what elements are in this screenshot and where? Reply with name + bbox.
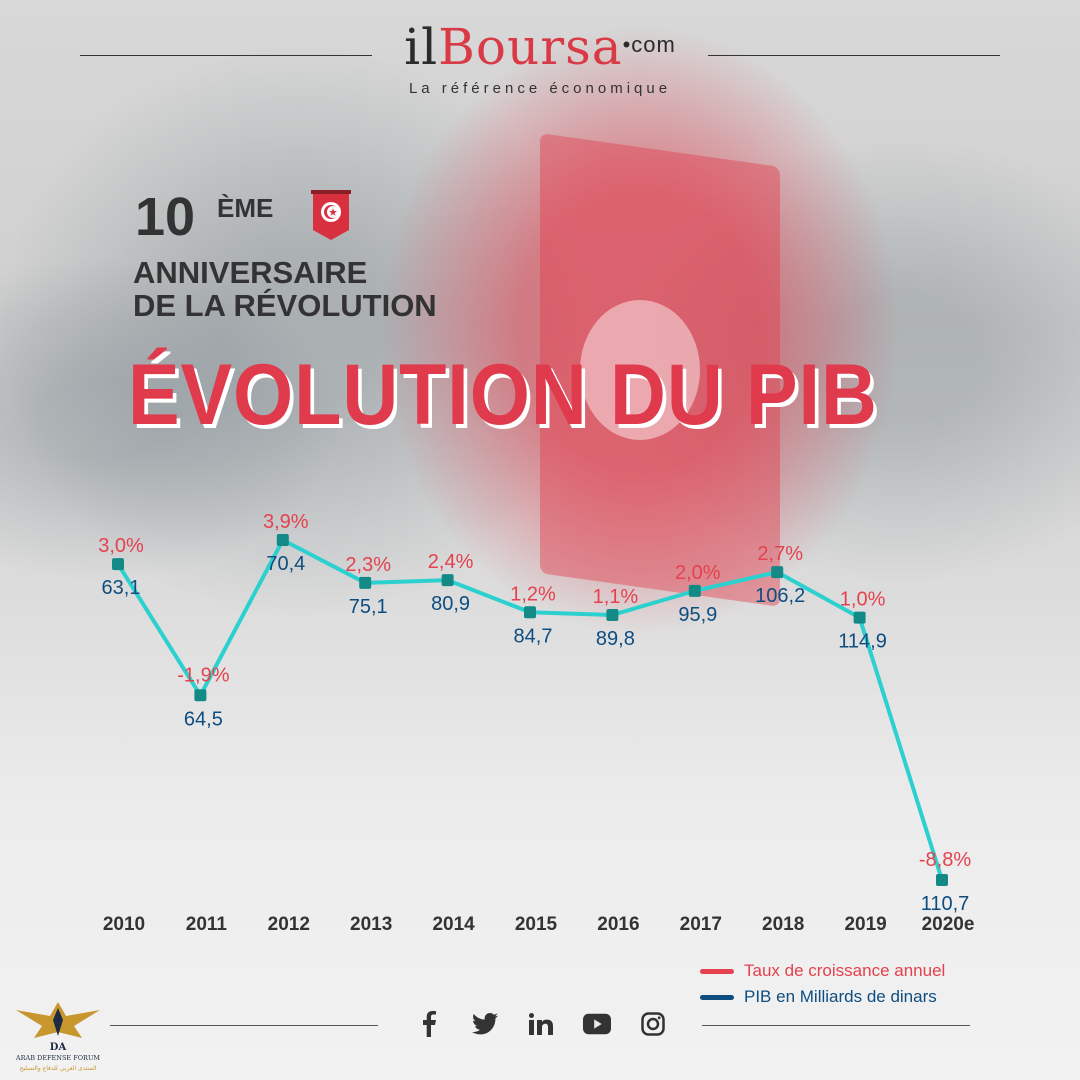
anniversary-number: 10 [135, 187, 196, 247]
growth-label-2017: 2,0% [675, 562, 721, 584]
x-tick-2020e: 2020e [922, 914, 975, 935]
gdp-label-2013: 75,1 [349, 596, 388, 618]
flag-emblem-backdrop [580, 300, 700, 440]
data-point-2019 [853, 611, 866, 624]
data-point-2012 [276, 534, 289, 546]
data-point-2014 [441, 574, 454, 587]
x-tick-2013: 2013 [350, 914, 392, 935]
logo-boursa: Boursa [438, 18, 623, 76]
tunisia-flag-icon [311, 190, 351, 240]
legend-item-growth: Taux de croissance annuel [700, 958, 945, 984]
gdp-label-2010: 63,1 [102, 577, 141, 599]
logo-il: il [404, 18, 439, 76]
x-tick-2016: 2016 [597, 914, 639, 935]
data-point-2017 [688, 584, 701, 597]
chart-legend: Taux de croissance annuel PIB en Milliar… [700, 958, 945, 1010]
x-tick-2011: 2011 [186, 914, 228, 935]
data-point-2020e [936, 874, 948, 886]
twitter-icon[interactable] [471, 1010, 499, 1038]
growth-label-2019: 1,0% [840, 589, 886, 611]
arab-defense-forum-logo: DA ARAB DEFENSE FORUM المنتدى العربي للد… [15, 1002, 100, 1072]
gdp-label-2020e: 110,7 [921, 893, 970, 915]
anniversary-line1: ANNIVERSAIRE [133, 255, 368, 290]
anniversary-line2: DE LA RÉVOLUTION [133, 288, 437, 323]
growth-label-2020e: -8,8% [919, 849, 971, 871]
adf-logo-mark: DA [50, 1042, 67, 1053]
page-title: ÉVOLUTION DU PIB [128, 347, 878, 443]
header-rule-right [708, 55, 1000, 56]
growth-label-2010: 3,0% [98, 535, 144, 557]
x-tick-2015: 2015 [515, 914, 558, 935]
gdp-label-2017: 95,9 [678, 604, 717, 626]
logo-com: com [631, 32, 676, 57]
growth-label-2011: -1,9% [177, 664, 229, 686]
x-tick-2017: 2017 [680, 914, 722, 935]
gdp-label-2012: 70,4 [266, 553, 305, 575]
growth-label-2012: 3,9% [263, 511, 309, 533]
growth-label-2016: 1,1% [593, 586, 639, 608]
footer-rule-right [702, 1025, 970, 1026]
gdp-label-2016: 89,8 [596, 628, 635, 650]
data-point-2018 [771, 566, 784, 579]
instagram-icon[interactable] [639, 1010, 667, 1038]
data-point-2013 [359, 576, 372, 589]
legend-swatch-gdp [700, 994, 734, 1000]
x-tick-2010: 2010 [103, 914, 145, 935]
adf-logo-arabic: المنتدى العربي للدفاع والتسليح [20, 1065, 97, 1072]
site-logo[interactable]: ilBoursa•com [0, 22, 1080, 72]
growth-label-2018: 2,7% [757, 543, 803, 565]
data-point-2010 [112, 558, 124, 571]
legend-item-gdp: PIB en Milliards de dinars [700, 984, 945, 1010]
linkedin-icon[interactable] [527, 1010, 555, 1038]
gdp-label-2011: 64,5 [184, 708, 223, 730]
facebook-icon[interactable] [415, 1010, 443, 1038]
gdp-label-2018: 106,2 [755, 585, 805, 607]
legend-swatch-growth [700, 968, 734, 974]
logo-dot: • [622, 32, 632, 57]
growth-label-2014: 2,4% [428, 551, 474, 573]
footer-rule-left [110, 1025, 378, 1026]
social-links [415, 1010, 667, 1038]
x-tick-2012: 2012 [268, 914, 310, 935]
x-tick-2019: 2019 [844, 914, 886, 935]
tagline: La référence économique [408, 80, 672, 97]
gdp-label-2019: 114,9 [838, 631, 887, 653]
gdp-label-2014: 80,9 [431, 593, 470, 615]
gdp-label-2015: 84,7 [514, 625, 553, 647]
data-point-2015 [524, 606, 536, 619]
adf-logo-name: ARAB DEFENSE FORUM [15, 1054, 100, 1062]
data-point-2011 [194, 689, 207, 702]
x-tick-2014: 2014 [432, 914, 475, 935]
data-point-2016 [606, 608, 619, 621]
x-tick-2018: 2018 [762, 914, 804, 935]
youtube-icon[interactable] [583, 1010, 611, 1038]
growth-label-2015: 1,2% [510, 583, 556, 605]
legend-label-growth: Taux de croissance annuel [744, 961, 946, 980]
legend-label-gdp: PIB en Milliards de dinars [744, 987, 937, 1006]
header-rule-left [80, 55, 372, 56]
growth-label-2013: 2,3% [345, 554, 391, 576]
anniversary-suffix: ÈME [217, 193, 274, 223]
